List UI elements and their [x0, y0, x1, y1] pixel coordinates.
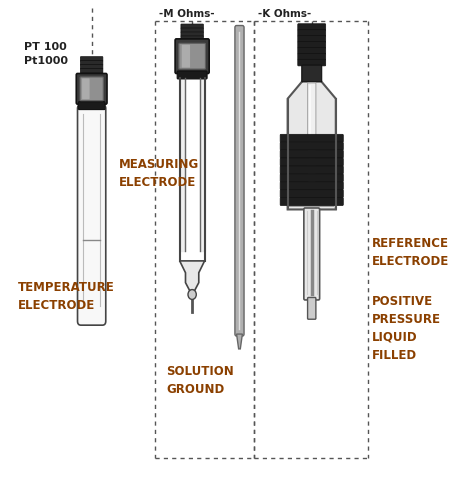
Text: TEMPERATURE
ELECTRODE: TEMPERATURE ELECTRODE: [18, 282, 114, 312]
FancyBboxPatch shape: [78, 102, 105, 110]
FancyBboxPatch shape: [78, 105, 106, 325]
Text: PT 100: PT 100: [23, 42, 66, 52]
FancyBboxPatch shape: [280, 174, 342, 182]
Text: POSITIVE
PRESSURE
LIQUID
FILLED: POSITIVE PRESSURE LIQUID FILLED: [371, 295, 440, 362]
FancyBboxPatch shape: [80, 69, 103, 73]
FancyBboxPatch shape: [180, 24, 203, 29]
Text: Pt1000: Pt1000: [23, 56, 67, 66]
Text: REFERENCE
ELECTRODE: REFERENCE ELECTRODE: [371, 237, 448, 268]
FancyBboxPatch shape: [297, 48, 325, 54]
FancyBboxPatch shape: [280, 150, 342, 158]
FancyBboxPatch shape: [181, 45, 189, 68]
FancyBboxPatch shape: [280, 190, 342, 197]
FancyBboxPatch shape: [82, 79, 89, 99]
FancyBboxPatch shape: [280, 182, 342, 190]
Text: -K Ohms-: -K Ohms-: [257, 9, 310, 19]
FancyBboxPatch shape: [280, 142, 342, 150]
FancyBboxPatch shape: [297, 42, 325, 48]
FancyBboxPatch shape: [80, 57, 103, 61]
Polygon shape: [236, 334, 242, 349]
FancyBboxPatch shape: [280, 158, 342, 166]
Circle shape: [188, 290, 196, 300]
Text: -M Ohms-: -M Ohms-: [159, 9, 214, 19]
FancyBboxPatch shape: [80, 77, 103, 101]
Text: MEASURING
ELECTRODE: MEASURING ELECTRODE: [119, 158, 199, 189]
FancyBboxPatch shape: [297, 54, 325, 60]
FancyBboxPatch shape: [297, 59, 325, 66]
FancyBboxPatch shape: [280, 134, 342, 142]
FancyBboxPatch shape: [175, 39, 209, 74]
FancyBboxPatch shape: [80, 65, 103, 69]
Polygon shape: [287, 81, 335, 209]
FancyBboxPatch shape: [180, 36, 203, 41]
FancyBboxPatch shape: [235, 26, 244, 336]
FancyBboxPatch shape: [303, 208, 319, 300]
Polygon shape: [179, 261, 204, 291]
FancyBboxPatch shape: [80, 61, 103, 65]
FancyBboxPatch shape: [177, 71, 207, 79]
FancyBboxPatch shape: [180, 32, 203, 37]
FancyBboxPatch shape: [307, 83, 315, 189]
FancyBboxPatch shape: [180, 28, 203, 33]
Text: SOLUTION
GROUND: SOLUTION GROUND: [166, 365, 234, 396]
FancyBboxPatch shape: [297, 30, 325, 36]
FancyBboxPatch shape: [179, 43, 205, 69]
FancyBboxPatch shape: [297, 36, 325, 42]
Polygon shape: [289, 140, 333, 207]
FancyBboxPatch shape: [301, 65, 321, 82]
FancyBboxPatch shape: [280, 166, 342, 174]
FancyBboxPatch shape: [297, 24, 325, 30]
FancyBboxPatch shape: [280, 197, 342, 205]
FancyBboxPatch shape: [76, 74, 107, 104]
FancyBboxPatch shape: [289, 140, 333, 148]
FancyBboxPatch shape: [307, 298, 315, 319]
